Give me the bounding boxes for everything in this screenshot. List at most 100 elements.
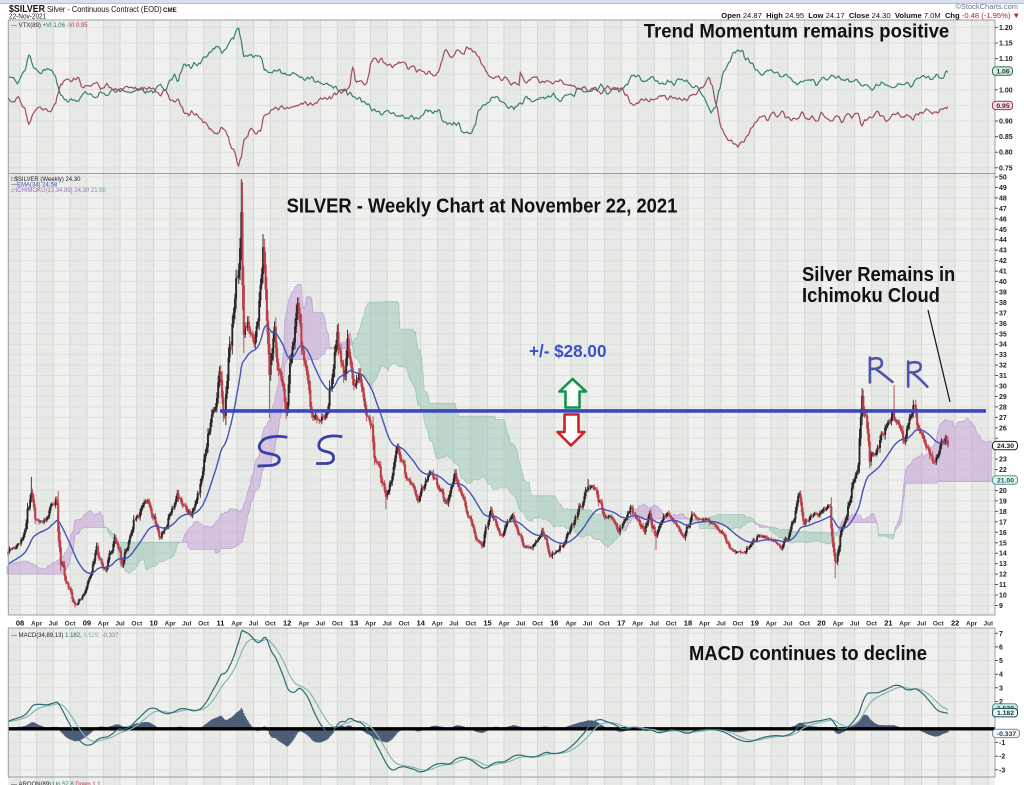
svg-text:1.182: 1.182 xyxy=(997,710,1014,717)
svg-text:44: 44 xyxy=(999,237,1007,244)
svg-text:30: 30 xyxy=(999,384,1007,391)
svg-text:Oct: Oct xyxy=(666,621,678,628)
svg-text:38: 38 xyxy=(999,300,1007,307)
svg-text:Apr: Apr xyxy=(165,621,177,628)
svg-text:37: 37 xyxy=(999,310,1007,317)
svg-text:Oct: Oct xyxy=(532,621,544,628)
svg-text:42: 42 xyxy=(999,258,1007,265)
svg-text:Silver - Continuous Contract (: Silver - Continuous Contract (EOD) xyxy=(47,5,162,14)
svg-text:5: 5 xyxy=(999,658,1003,665)
svg-text:▱ICHIMOKU(13,34,89) 24.30 21.0: ▱ICHIMOKU(13,34,89) 24.30 21.00 xyxy=(11,187,106,194)
svg-text:Oct: Oct xyxy=(332,621,344,628)
svg-text:CME: CME xyxy=(163,7,177,14)
svg-text:Apr: Apr xyxy=(766,621,778,628)
svg-text:©StockCharts.com: ©StockCharts.com xyxy=(955,2,1018,11)
svg-text:22-Nov-2021: 22-Nov-2021 xyxy=(9,13,46,20)
svg-text:Apr: Apr xyxy=(833,621,845,628)
svg-text:Jul: Jul xyxy=(316,621,326,628)
svg-text:18: 18 xyxy=(684,619,692,628)
svg-text:Jul: Jul xyxy=(783,621,793,628)
svg-text:50: 50 xyxy=(999,175,1007,182)
svg-text:Oct: Oct xyxy=(732,621,744,628)
svg-text:Open 24.87 High 24.95 Low 24: Open 24.87 High 24.95 Low 24.17 Close 24… xyxy=(721,11,1020,20)
svg-text:Apr: Apr xyxy=(632,621,644,628)
svg-text:45: 45 xyxy=(999,227,1007,234)
svg-text:26: 26 xyxy=(999,425,1007,432)
svg-text:32: 32 xyxy=(999,363,1007,370)
svg-text:11: 11 xyxy=(216,619,224,628)
svg-text:18: 18 xyxy=(999,509,1007,516)
svg-text:0.75: 0.75 xyxy=(999,165,1013,172)
svg-text:36: 36 xyxy=(999,321,1007,328)
svg-text:4: 4 xyxy=(999,672,1003,679)
svg-text:14: 14 xyxy=(999,551,1007,558)
svg-text:48: 48 xyxy=(999,195,1007,202)
svg-text:Oct: Oct xyxy=(866,621,878,628)
svg-text:Oct: Oct xyxy=(599,621,611,628)
svg-text:— AROON(89) Up 52.8 Down 1.1: — AROON(89) Up 52.8 Down 1.1 xyxy=(11,781,101,785)
svg-text:33: 33 xyxy=(999,352,1007,359)
svg-text:29: 29 xyxy=(999,394,1007,401)
svg-text:14: 14 xyxy=(417,619,426,628)
svg-text:41: 41 xyxy=(999,269,1007,276)
svg-text:20: 20 xyxy=(817,619,825,628)
svg-text:1.06: 1.06 xyxy=(996,68,1009,75)
svg-text:SILVER - Weekly Chart at Novem: SILVER - Weekly Chart at November 22, 20… xyxy=(287,196,678,218)
svg-text:Apr: Apr xyxy=(432,621,444,628)
svg-text:08: 08 xyxy=(16,619,24,628)
svg-text:Ichimoku Cloud: Ichimoku Cloud xyxy=(802,285,940,307)
svg-text:-2: -2 xyxy=(999,754,1005,761)
svg-text:Apr: Apr xyxy=(966,621,978,628)
svg-text:Apr: Apr xyxy=(365,621,377,628)
svg-text:49: 49 xyxy=(999,185,1007,192)
svg-text:1.10: 1.10 xyxy=(999,56,1013,63)
svg-text:Jul: Jul xyxy=(182,621,192,628)
svg-text:43: 43 xyxy=(999,248,1007,255)
svg-text:3: 3 xyxy=(999,685,1003,692)
svg-text:Oct: Oct xyxy=(65,621,77,628)
svg-text:12: 12 xyxy=(999,572,1007,579)
svg-text:17: 17 xyxy=(999,519,1007,526)
svg-text:16: 16 xyxy=(550,619,558,628)
svg-text:35: 35 xyxy=(999,331,1007,338)
svg-text:31: 31 xyxy=(999,373,1007,380)
svg-text:11: 11 xyxy=(999,582,1007,589)
svg-text:6: 6 xyxy=(999,644,1003,651)
svg-text:27: 27 xyxy=(999,415,1007,422)
svg-text:10: 10 xyxy=(999,593,1007,600)
svg-text:Apr: Apr xyxy=(565,621,577,628)
svg-text:46: 46 xyxy=(999,216,1007,223)
svg-text:+/- $28.00: +/- $28.00 xyxy=(529,341,607,362)
svg-text:Apr: Apr xyxy=(98,621,110,628)
svg-text:Jul: Jul xyxy=(382,621,392,628)
svg-text:$SILVER: $SILVER xyxy=(9,2,45,14)
svg-text:— MACD(34,89,13) 1.182, 1.529,: — MACD(34,89,13) 1.182, 1.529, -0.337 xyxy=(11,632,119,639)
svg-text:15: 15 xyxy=(999,540,1007,547)
svg-text:22: 22 xyxy=(999,467,1007,474)
svg-text:1.15: 1.15 xyxy=(999,41,1013,48)
svg-text:Jul: Jul xyxy=(516,621,526,628)
svg-text:Oct: Oct xyxy=(799,621,811,628)
svg-text:9: 9 xyxy=(999,603,1003,610)
svg-text:Jul: Jul xyxy=(984,621,994,628)
svg-text:Apr: Apr xyxy=(498,621,510,628)
svg-text:-3: -3 xyxy=(999,767,1005,774)
svg-text:0.90: 0.90 xyxy=(999,119,1013,126)
svg-text:0.95: 0.95 xyxy=(996,103,1009,110)
svg-text:28: 28 xyxy=(999,404,1007,411)
svg-text:39: 39 xyxy=(999,289,1007,296)
svg-text:1.20: 1.20 xyxy=(999,25,1013,32)
svg-text:19: 19 xyxy=(999,498,1007,505)
svg-text:09: 09 xyxy=(83,619,91,628)
svg-text:Apr: Apr xyxy=(31,621,43,628)
svg-text:Oct: Oct xyxy=(131,621,143,628)
svg-text:Apr: Apr xyxy=(231,621,243,628)
svg-text:21.00: 21.00 xyxy=(997,477,1014,484)
svg-text:24.30: 24.30 xyxy=(997,443,1014,450)
svg-text:12: 12 xyxy=(283,619,291,628)
svg-text:Jul: Jul xyxy=(583,621,593,628)
svg-text:Jul: Jul xyxy=(449,621,459,628)
svg-text:47: 47 xyxy=(999,206,1007,213)
svg-text:Apr: Apr xyxy=(298,621,310,628)
svg-text:Apr: Apr xyxy=(899,621,911,628)
